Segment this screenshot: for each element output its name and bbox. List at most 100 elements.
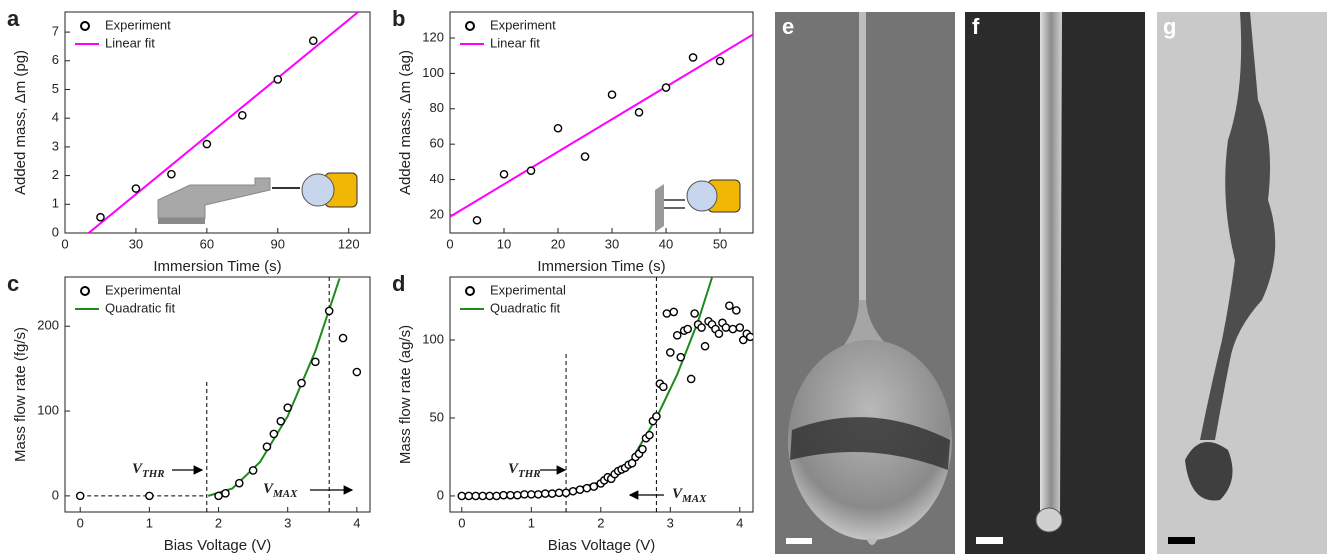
x-tick-label: 3 xyxy=(284,515,291,530)
data-point xyxy=(202,139,212,149)
data-point xyxy=(634,108,644,117)
annotation-sub: MAX xyxy=(681,493,707,505)
y-axis-label: Mass flow rate (ag/s) xyxy=(397,325,414,464)
data-point xyxy=(269,429,279,439)
data-point xyxy=(308,36,318,46)
y-tick-label: 2 xyxy=(52,167,59,182)
data-point xyxy=(715,56,725,66)
data-point xyxy=(96,212,105,222)
data-point xyxy=(464,491,474,501)
data-point xyxy=(652,412,661,421)
annotation-main: V xyxy=(263,481,275,497)
x-axis-label: Immersion Time (s) xyxy=(537,258,665,275)
data-point xyxy=(669,307,679,317)
legend-label: Experiment xyxy=(105,17,171,32)
data-point xyxy=(697,323,706,332)
data-point xyxy=(589,482,599,491)
x-tick-label: 0 xyxy=(458,515,465,530)
x-tick-label: 60 xyxy=(200,236,214,251)
cantilever-inset xyxy=(157,172,358,224)
data-point xyxy=(145,491,154,501)
x-tick-label: 1 xyxy=(528,515,535,530)
fit-line xyxy=(88,12,359,233)
plot-frame xyxy=(64,11,371,234)
data-point xyxy=(283,403,292,412)
sem-image-g xyxy=(1157,12,1327,554)
x-axis-label: Immersion Time (s) xyxy=(153,258,281,275)
y-tick-label: 4 xyxy=(52,110,59,125)
y-tick-label: 80 xyxy=(430,100,444,115)
x-tick-label: 50 xyxy=(713,236,727,251)
annotation: VTHR xyxy=(132,461,165,479)
legend-label: Linear fit xyxy=(105,35,155,50)
data-point xyxy=(638,444,647,454)
data-point xyxy=(547,489,557,498)
annotation-sub: THR xyxy=(518,468,541,480)
x-tick-label: 90 xyxy=(271,236,285,251)
data-point xyxy=(485,491,494,501)
annotation-sub: THR xyxy=(142,468,165,480)
data-point xyxy=(690,309,699,318)
data-point xyxy=(492,491,501,501)
y-tick-label: 0 xyxy=(52,224,59,239)
y-tick-label: 0 xyxy=(52,487,59,502)
data-point xyxy=(297,378,306,388)
data-point xyxy=(700,341,710,351)
data-point xyxy=(478,491,487,501)
x-tick-label: 0 xyxy=(61,236,68,251)
annotation-main: V xyxy=(508,461,520,477)
data-point xyxy=(659,382,668,392)
data-point xyxy=(513,490,522,500)
data-point xyxy=(520,490,529,499)
annotation-sub: MAX xyxy=(272,488,298,500)
x-tick-label: 10 xyxy=(497,236,511,251)
data-point xyxy=(238,111,247,120)
data-point xyxy=(533,490,543,499)
data-point xyxy=(352,367,362,377)
data-point xyxy=(568,486,578,496)
y-tick-label: 7 xyxy=(52,24,59,39)
y-tick-label: 1 xyxy=(52,196,59,211)
annotation-main: V xyxy=(132,461,144,477)
annotation-main: V xyxy=(672,486,684,502)
panel-label: a xyxy=(7,6,20,31)
y-axis-label: Mass flow rate (fg/s) xyxy=(12,327,29,462)
data-point xyxy=(506,490,515,500)
annotation: VTHR xyxy=(508,461,541,479)
data-point xyxy=(457,491,467,501)
data-point xyxy=(607,90,617,99)
panel-label: b xyxy=(392,6,405,31)
panel-label: c xyxy=(7,271,19,296)
data-point xyxy=(273,75,283,84)
sem-image-e xyxy=(775,12,955,554)
data-point xyxy=(645,430,654,440)
data-point xyxy=(745,332,753,342)
y-tick-label: 0 xyxy=(437,487,444,502)
data-point xyxy=(248,466,258,475)
data-point xyxy=(262,442,272,451)
data-point xyxy=(738,335,748,345)
y-tick-label: 60 xyxy=(430,136,444,151)
x-tick-label: 1 xyxy=(146,515,153,530)
y-tick-label: 100 xyxy=(37,402,59,417)
x-tick-label: 40 xyxy=(659,236,673,251)
data-point xyxy=(234,478,244,488)
data-point xyxy=(499,490,508,500)
y-tick-label: 50 xyxy=(430,409,444,424)
data-point xyxy=(676,352,686,362)
nanotube-inset xyxy=(655,179,741,232)
y-axis-label: Added mass, Δm (pg) xyxy=(12,50,29,195)
data-point xyxy=(561,488,571,498)
data-point xyxy=(311,357,320,367)
panel-label: d xyxy=(392,271,405,296)
data-point xyxy=(540,489,550,498)
x-tick-label: 30 xyxy=(605,236,619,251)
x-tick-label: 0 xyxy=(446,236,453,251)
data-point xyxy=(554,488,564,498)
legend-symbol xyxy=(80,286,90,296)
x-tick-label: 2 xyxy=(215,515,222,530)
data-point xyxy=(582,483,592,493)
x-tick-label: 2 xyxy=(597,515,604,530)
x-tick-label: 20 xyxy=(551,236,565,251)
